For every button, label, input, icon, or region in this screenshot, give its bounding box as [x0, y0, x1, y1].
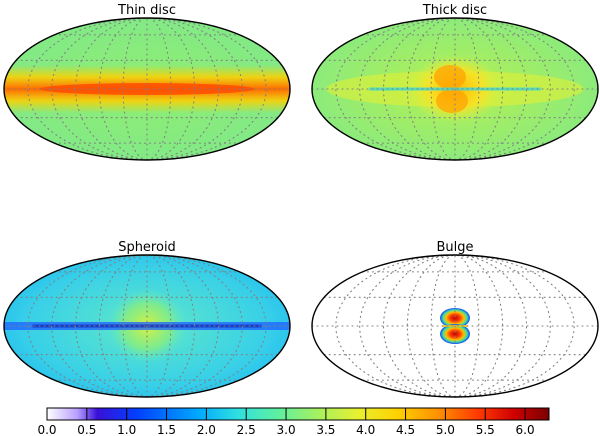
meridian-line — [98, 255, 148, 397]
meridian-line — [146, 255, 196, 397]
panel-thick: Thick disc — [311, 3, 599, 161]
colorbar-ticks: 0.0 0.5 1.0 1.5 2.0 2.5 3.0 3.5 4.0 4.5 5.0 5.5 6.0 — [37, 408, 535, 436]
colorbar-tick-label: 1.5 — [157, 423, 176, 436]
colorbar-tick-label: 4.0 — [356, 423, 375, 436]
map-outline — [311, 17, 599, 161]
colorbar-tick-label: 4.5 — [396, 423, 415, 436]
panel-thin: Thin disc — [3, 3, 291, 161]
colorbar-tick-label: 3.5 — [316, 423, 335, 436]
central-lobe-south — [436, 89, 468, 113]
panel-map-thin — [4, 18, 290, 160]
colorbar: 0.0 0.5 1.0 1.5 2.0 2.5 3.0 3.5 4.0 4.5 5.0 5.5 6.0 — [37, 407, 550, 436]
meridian-line — [146, 18, 243, 160]
colorbar-tick-label: 5.0 — [436, 423, 455, 436]
graticule — [4, 18, 290, 160]
panel-map-spheroid — [4, 255, 290, 397]
meridian-line — [454, 18, 551, 160]
colorbar-bar — [46, 407, 550, 421]
meridian-line — [146, 255, 243, 397]
panel-map-bulge — [312, 255, 598, 397]
panel-bulge: Bulge — [311, 240, 599, 398]
map-outline — [3, 17, 291, 161]
meridian-line — [146, 18, 196, 160]
meridian-line — [454, 255, 504, 397]
meridian-line — [406, 255, 456, 397]
central-lobe-north — [434, 65, 466, 89]
meridian-line — [454, 255, 528, 397]
panel-title: Thick disc — [422, 3, 487, 18]
meridian-line — [146, 255, 220, 397]
bulge-lobe-south — [440, 324, 470, 344]
meridian-line — [454, 255, 551, 397]
colorbar-tick-label: 0.0 — [37, 423, 56, 436]
meridian-line — [146, 18, 220, 160]
colorbar-tick-label: 0.5 — [77, 423, 96, 436]
map-outline — [3, 254, 291, 398]
panel-title: Thin disc — [117, 3, 176, 18]
graticule — [4, 255, 290, 397]
colorbar-tick-label: 3.0 — [277, 423, 296, 436]
meridian-line — [406, 18, 456, 160]
panel-spheroid: Spheroid — [3, 240, 291, 398]
colorbar-tick-label: 2.5 — [237, 423, 256, 436]
bulge-lobe-north — [440, 308, 470, 328]
colorbar-tick-label: 1.0 — [117, 423, 136, 436]
panels-layer: Thin disc Thick disc Spheroid Bulge — [3, 3, 599, 398]
colorbar-tick-label: 2.0 — [197, 423, 216, 436]
colorbar-tick-label: 5.5 — [476, 423, 495, 436]
panel-title: Bulge — [436, 240, 473, 255]
meridian-line — [454, 18, 528, 160]
colorbar-tick-label: 6.0 — [516, 423, 535, 436]
meridian-line — [98, 18, 148, 160]
graticule — [312, 18, 598, 160]
panel-map-thick — [312, 18, 598, 160]
meridian-line — [454, 18, 504, 160]
map-outline — [311, 254, 599, 398]
graticule — [312, 255, 598, 397]
panel-title: Spheroid — [118, 240, 176, 255]
